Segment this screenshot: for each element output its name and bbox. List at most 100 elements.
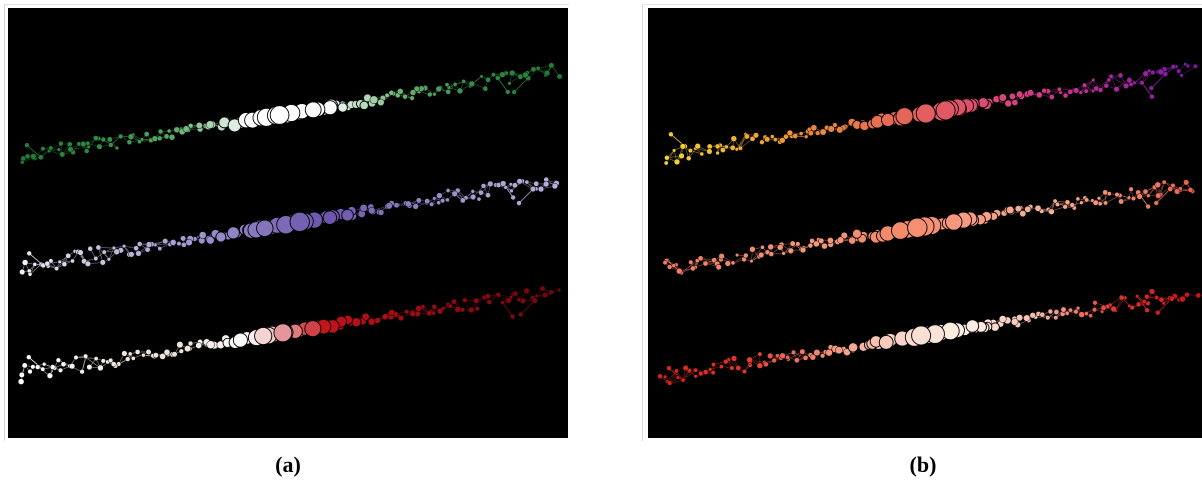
branch-edge: [518, 188, 534, 204]
node: [1069, 202, 1075, 208]
node: [226, 226, 240, 240]
node: [169, 239, 177, 246]
node: [749, 246, 756, 253]
branch-edge: [28, 356, 44, 370]
node: [729, 365, 735, 371]
node: [771, 357, 777, 364]
node: [341, 208, 354, 222]
node: [447, 303, 453, 309]
node: [832, 122, 838, 128]
node: [785, 355, 790, 360]
branch-node: [27, 251, 32, 256]
node: [697, 255, 704, 262]
node: [381, 313, 389, 320]
node: [1142, 188, 1149, 195]
node: [432, 196, 437, 201]
node: [374, 317, 381, 324]
node: [556, 73, 563, 80]
node: [1135, 301, 1142, 308]
node: [369, 95, 379, 105]
node: [99, 259, 106, 266]
node: [1035, 91, 1043, 99]
branch-node: [666, 365, 672, 371]
node: [535, 65, 541, 71]
node: [723, 358, 729, 365]
node: [404, 309, 410, 315]
node: [1117, 72, 1124, 79]
node: [473, 297, 480, 304]
node: [813, 349, 821, 357]
node: [494, 75, 501, 81]
node: [534, 293, 539, 298]
node: [474, 306, 480, 312]
node: [176, 341, 184, 349]
node: [1092, 199, 1099, 206]
node: [351, 317, 362, 328]
node: [195, 342, 203, 349]
branch-node: [510, 314, 515, 319]
node: [1103, 82, 1110, 89]
node: [1091, 77, 1096, 83]
node: [509, 69, 516, 77]
node: [737, 145, 743, 151]
node: [232, 332, 248, 348]
node: [482, 85, 489, 92]
node: [1167, 186, 1174, 192]
node: [537, 185, 545, 193]
node: [827, 125, 835, 133]
node: [881, 113, 895, 127]
node: [809, 238, 815, 244]
node: [127, 351, 133, 357]
panel-b-strand-3: [657, 288, 1202, 386]
node: [1150, 69, 1156, 76]
node: [1154, 295, 1160, 301]
branch-node: [1154, 200, 1159, 206]
node: [523, 287, 530, 295]
node: [269, 105, 290, 125]
node: [436, 307, 444, 315]
node: [377, 209, 385, 216]
node: [1052, 198, 1058, 204]
node: [289, 211, 310, 233]
node: [1176, 68, 1182, 74]
panel-a-network-plot: [8, 8, 568, 438]
node: [1157, 68, 1165, 76]
panel-a-strand-3: [17, 285, 562, 385]
edge: [56, 255, 69, 269]
node: [1158, 296, 1165, 303]
node: [424, 198, 431, 205]
node: [524, 179, 530, 185]
node: [393, 202, 400, 209]
node: [121, 243, 127, 249]
node: [48, 145, 54, 151]
node: [83, 353, 89, 359]
node: [93, 135, 99, 141]
node: [557, 288, 562, 293]
node: [143, 131, 150, 137]
branch-node: [1149, 94, 1155, 99]
node: [998, 93, 1008, 103]
node: [468, 80, 476, 88]
node: [1048, 208, 1055, 215]
node: [1096, 196, 1102, 201]
node: [1129, 304, 1135, 311]
node: [1161, 179, 1167, 185]
node: [409, 89, 417, 96]
node: [486, 299, 492, 305]
node: [542, 292, 549, 299]
node: [114, 145, 120, 151]
node: [825, 349, 833, 357]
node: [1016, 314, 1024, 322]
node: [106, 136, 113, 143]
node: [505, 297, 512, 304]
node-group: [19, 62, 563, 165]
node: [456, 87, 464, 95]
node: [1103, 200, 1108, 206]
branch-edge: [668, 367, 684, 381]
node: [1088, 313, 1093, 318]
node: [1034, 204, 1042, 212]
node: [664, 155, 670, 161]
node: [100, 358, 106, 364]
node: [1145, 300, 1151, 306]
node: [798, 131, 804, 136]
